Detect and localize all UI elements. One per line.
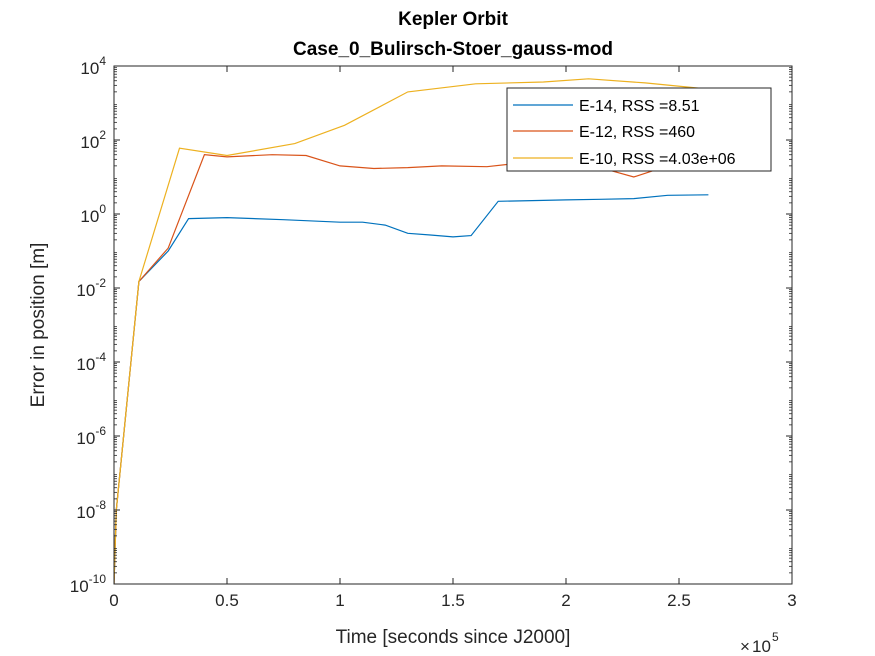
x-tick-label-1: 0.5: [215, 591, 239, 610]
chart-title: Kepler Orbit: [398, 9, 508, 30]
y-tick-label-0: 10-10: [70, 572, 107, 596]
x-tick-label-0: 0: [109, 591, 118, 610]
x-exponent-power: 5: [772, 630, 779, 644]
x-axis-label: Time [seconds since J2000]: [336, 627, 571, 648]
legend-label-e10: E-10, RSS =4.03e+06: [579, 151, 736, 168]
plot-frame: [113, 65, 793, 585]
chart-subtitle: Case_0_Bulirsch-Stoer_gauss-mod: [293, 39, 613, 60]
x-exponent-base: 10: [752, 637, 771, 656]
legend-box: [506, 87, 772, 172]
y-axis-label: Error in position [m]: [28, 243, 49, 408]
x-tick-label-4: 2: [561, 591, 570, 610]
x-tick-label-2: 1: [335, 591, 344, 610]
series-line-2: [114, 78, 707, 584]
y-tick-label-4: 10-2: [76, 276, 106, 300]
legend: E-14, RSS =8.51 E-12, RSS =460 E-10, RSS…: [506, 87, 772, 172]
x-exponent-multiplier: × 10 5: [740, 630, 779, 656]
x-tick-label-6: 3: [787, 591, 796, 610]
y-tick-label-6: 102: [80, 128, 106, 152]
legend-label-e14: E-14, RSS =8.51: [579, 98, 700, 115]
x-tick-label-5: 2.5: [667, 591, 691, 610]
y-tick-label-3: 10-4: [76, 350, 106, 374]
y-tick-label-7: 104: [80, 54, 106, 78]
legend-label-e12: E-12, RSS =460: [579, 124, 695, 141]
x-tick-label-3: 1.5: [441, 591, 465, 610]
y-tick-label-5: 100: [80, 202, 106, 226]
x-exponent-prefix: ×: [740, 637, 750, 656]
y-tick-label-1: 10-8: [76, 498, 106, 522]
series-line-0: [114, 194, 709, 584]
y-tick-label-2: 10-6: [76, 424, 106, 448]
